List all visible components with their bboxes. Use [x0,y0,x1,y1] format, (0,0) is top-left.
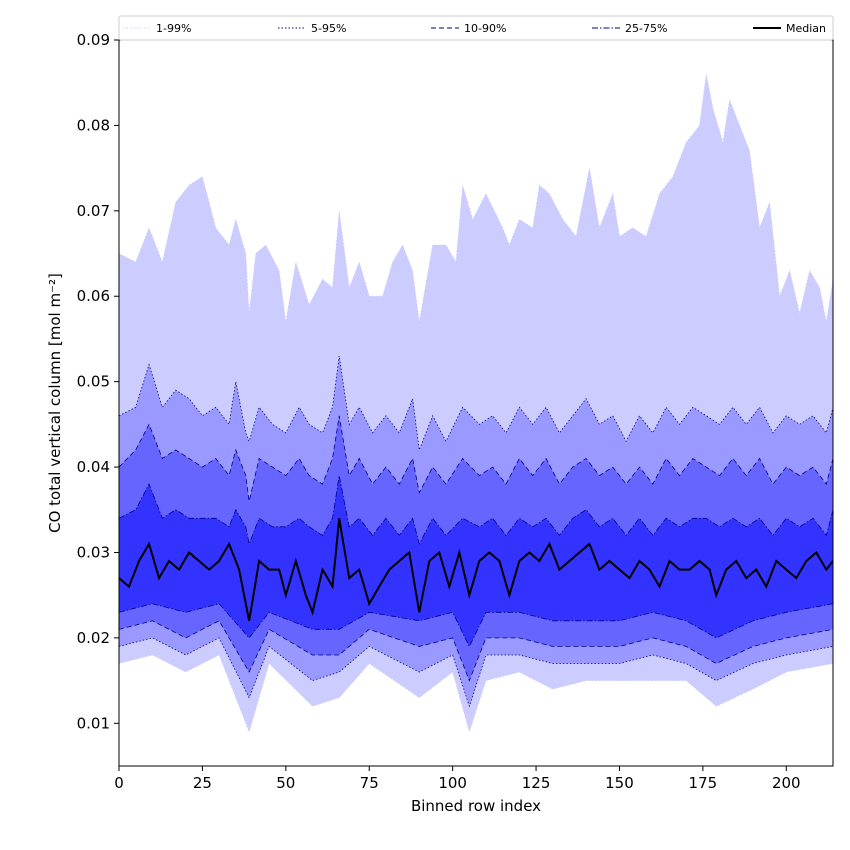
x-tick-label: 100 [438,774,467,792]
y-tick-label: 0.09 [77,31,110,49]
y-tick-label: 0.03 [77,543,110,561]
legend: 1-99% 5-95% 10-90% 25-75% Median [118,15,834,41]
y-axis-title: CO total vertical column [mol m⁻²] [46,273,64,533]
band-upper-1-99% [119,74,833,322]
band-lower-10-90% [119,620,833,682]
y-tick-label: 0.04 [77,458,110,476]
x-tick-label: 200 [772,774,801,792]
band-25-75% [119,475,833,647]
y-tick-label: 0.07 [77,202,110,220]
band-lower-5-95% [119,637,833,708]
y-tick-label: 0.08 [77,116,110,134]
legend-label: 1-99% [156,22,191,35]
x-tick-label: 150 [605,774,634,792]
legend-label: 5-95% [311,22,346,35]
lines-layer [119,74,833,734]
y-tick-label: 0.02 [77,629,110,647]
band-upper-5-95% [119,355,833,451]
legend-label: 10-90% [464,22,506,35]
median-line [119,518,833,621]
y-axis: 0.01 0.02 0.03 0.04 0.05 0.06 0.07 0.08 0.09 [77,31,119,732]
y-tick-label: 0.05 [77,373,110,391]
x-tick-label: 50 [276,774,295,792]
legend-box [118,15,834,41]
y-tick-label: 0.01 [77,714,110,732]
legend-label: Median [786,22,826,35]
legend-label: 25-75% [625,22,667,35]
band-upper-25-75% [119,475,833,546]
x-tick-label: 75 [360,774,379,792]
x-axis-title: Binned row index [411,797,541,815]
x-tick-label: 0 [114,774,124,792]
x-tick-label: 125 [522,774,551,792]
x-tick-label: 175 [689,774,718,792]
x-tick-label: 25 [193,774,212,792]
band-lower-25-75% [119,603,833,648]
x-axis: 0 25 50 75 100 125 150 175 200 [114,766,801,792]
band-lower-1-99% [119,654,833,734]
band-upper-10-90% [119,415,833,502]
y-tick-label: 0.06 [77,287,110,305]
